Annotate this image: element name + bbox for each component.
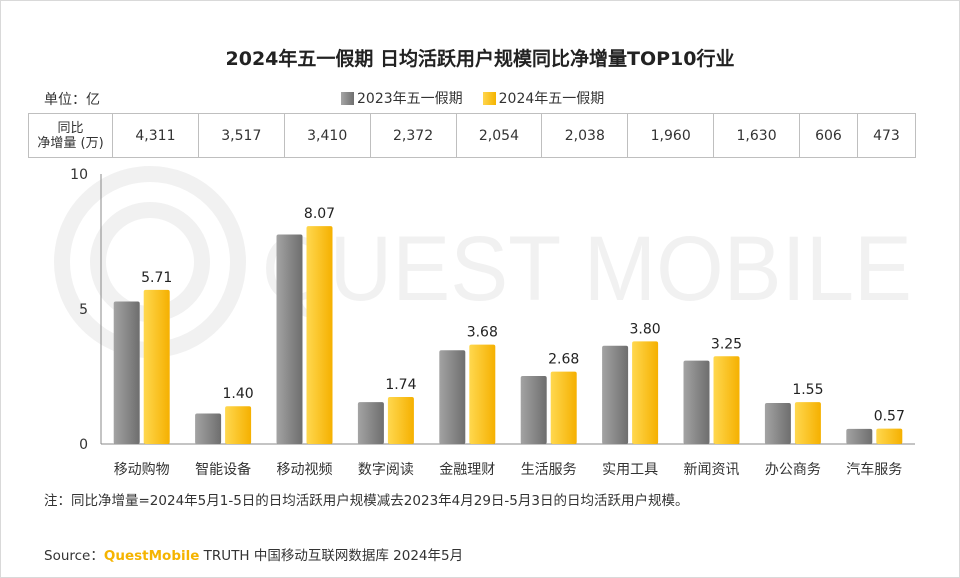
data-label: 1.74 [385, 377, 416, 393]
bar-2023 [683, 360, 710, 444]
delta-header: 同比 净增量 (万) [28, 113, 113, 158]
category-label: 数字阅读 [358, 461, 414, 478]
data-label: 0.57 [874, 409, 905, 425]
y-tick-label: 10 [70, 167, 88, 183]
bar-2024 [469, 344, 496, 444]
legend-label-2023: 2023年五一假期 [357, 91, 463, 107]
category-label: 金融理财 [439, 462, 495, 478]
footnote: 注：同比净增量=2024年5月1-5日的日均活跃用户规模减去2023年4月29日… [44, 493, 689, 509]
data-label: 8.07 [304, 206, 335, 222]
category-label: 移动视频 [277, 462, 333, 478]
bar-2024 [387, 397, 414, 444]
bar-chart: 0 5 10 5.71 1.40 8.07 1.74 3.68 2.68 3.80 3.25 1.5… [70, 167, 915, 478]
unit-label: 单位：亿 [44, 92, 100, 108]
category-label: 办公商务 [765, 462, 821, 478]
legend-swatch-2024 [482, 91, 496, 105]
delta-cell: 2,372 [369, 113, 457, 158]
bar-2024 [713, 356, 740, 444]
source-prefix: Source： [44, 548, 104, 564]
data-label: 3.68 [467, 325, 498, 341]
bar-2023 [764, 402, 791, 444]
bar-2023 [846, 428, 873, 444]
delta-cell: 3,517 [197, 113, 285, 158]
category-label: 汽车服务 [846, 461, 902, 478]
bar-2023 [276, 234, 303, 444]
legend-item-2023: 2023年五一假期 [341, 88, 463, 108]
data-label: 2.68 [548, 352, 579, 368]
bar-2024 [794, 402, 821, 444]
data-label: 1.55 [792, 382, 823, 398]
bar-2023 [439, 350, 466, 444]
bar-2023 [520, 375, 547, 444]
source-line: Source：QuestMobile TRUTH 中国移动互联网数据库 2024… [44, 544, 463, 564]
category-label: 生活服务 [521, 462, 577, 478]
delta-cell: 473 [856, 113, 917, 158]
y-tick-label: 0 [79, 437, 88, 453]
watermark-text: QUEST MOBILE [262, 218, 912, 320]
legend-swatch-2023 [341, 91, 354, 105]
bar-2023 [357, 402, 384, 444]
category-label: 新闻资讯 [684, 462, 740, 478]
legend-label-2024: 2024年五一假期 [498, 91, 605, 107]
delta-cell: 3,410 [283, 113, 371, 158]
data-label: 3.25 [711, 336, 742, 352]
data-label: 3.80 [630, 321, 661, 337]
delta-table: 同比 净增量 (万) 4,311 3,517 3,410 2,372 2,054… [28, 113, 917, 158]
category-label: 实用工具 [602, 462, 658, 478]
bar-2023 [602, 345, 629, 444]
delta-header-line2: 净增量 (万) [37, 135, 104, 151]
source-brand: QuestMobile [103, 548, 200, 564]
category-label: 移动购物 [114, 462, 170, 478]
data-label: 5.71 [141, 270, 172, 286]
legend: 2023年五一假期 2024年五一假期 [341, 88, 624, 108]
chart-title: 2024年五一假期 日均活跃用户规模同比净增量TOP10行业 [225, 48, 735, 70]
bar-2023 [113, 301, 140, 444]
delta-cell: 1,630 [713, 113, 800, 158]
bar-2024 [143, 289, 170, 444]
y-tick-label: 5 [79, 302, 88, 318]
delta-cell: 4,311 [112, 113, 199, 158]
legend-item-2024: 2024年五一假期 [482, 88, 605, 108]
delta-header-line1: 同比 [57, 120, 84, 136]
delta-cell: 2,054 [455, 113, 543, 158]
bar-2023 [195, 413, 222, 444]
bar-2024 [225, 406, 252, 444]
delta-cell: 1,960 [627, 113, 715, 158]
bar-2024 [306, 226, 333, 444]
category-label: 智能设备 [195, 461, 251, 478]
delta-cell: 606 [799, 113, 858, 158]
bar-2024 [876, 428, 903, 444]
bar-2024 [550, 371, 577, 444]
data-label: 1.40 [223, 386, 254, 402]
delta-cell: 2,038 [541, 113, 629, 158]
delta-row: 同比 净增量 (万) 4,311 3,517 3,410 2,372 2,054… [28, 113, 917, 158]
source-suffix: TRUTH 中国移动互联网数据库 2024年5月 [199, 548, 464, 564]
bar-2024 [632, 341, 659, 444]
